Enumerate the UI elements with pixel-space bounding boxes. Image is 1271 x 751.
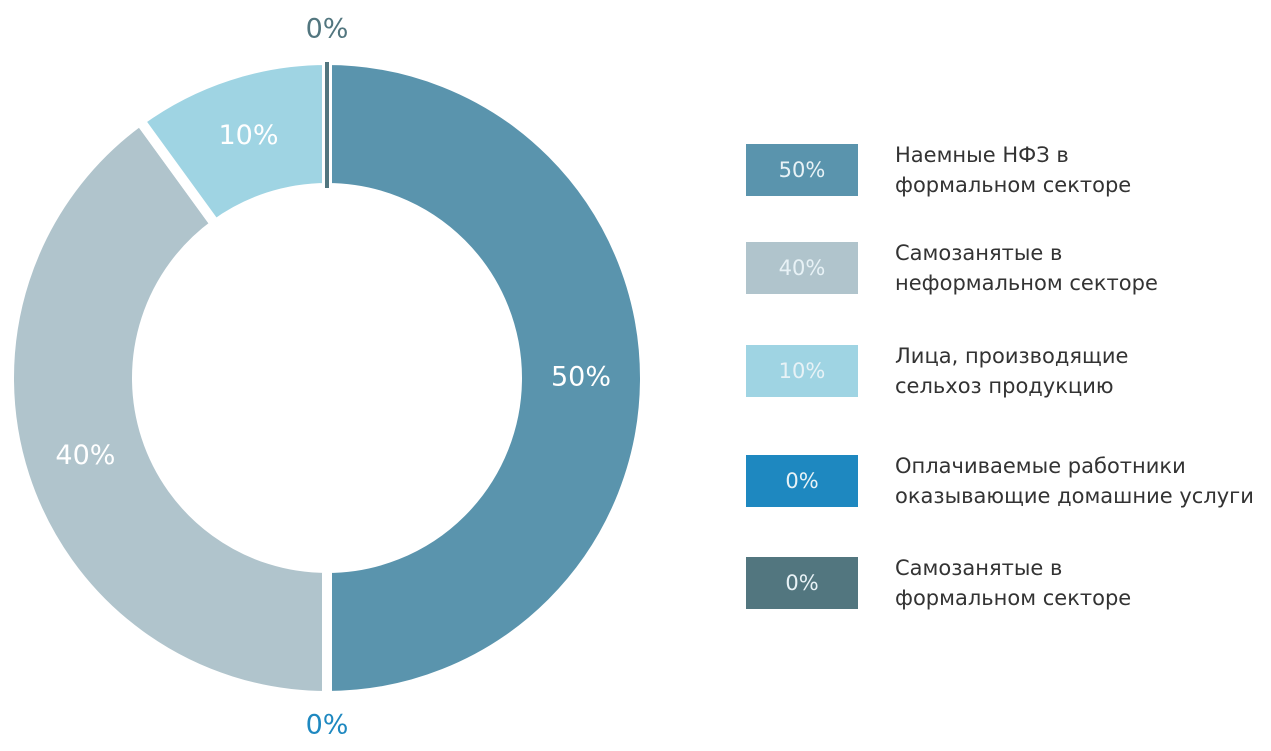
data-label: 10% <box>219 120 279 151</box>
legend-swatch: 50% <box>746 144 858 196</box>
legend-swatch: 10% <box>746 345 858 397</box>
data-label: 0% <box>306 14 349 45</box>
legend-swatch: 0% <box>746 455 858 507</box>
legend-swatch: 40% <box>746 242 858 294</box>
slice <box>322 54 650 702</box>
data-label: 50% <box>551 362 611 393</box>
legend-label: Самозанятые в неформальном секторе <box>895 241 1158 295</box>
legend-swatch: 0% <box>746 557 858 609</box>
data-label: 0% <box>306 710 349 741</box>
legend-label: Самозанятые в формальном секторе <box>895 556 1132 610</box>
legend-label: Наемные НФЗ в формальном секторе <box>895 143 1132 197</box>
legend-label: Лица, производящие сельхоз продукцию <box>895 344 1129 398</box>
slice <box>4 113 332 702</box>
data-label: 40% <box>55 440 115 471</box>
legend-label: Оплачиваемые работники оказывающие домаш… <box>895 454 1254 508</box>
slice <box>133 54 332 232</box>
